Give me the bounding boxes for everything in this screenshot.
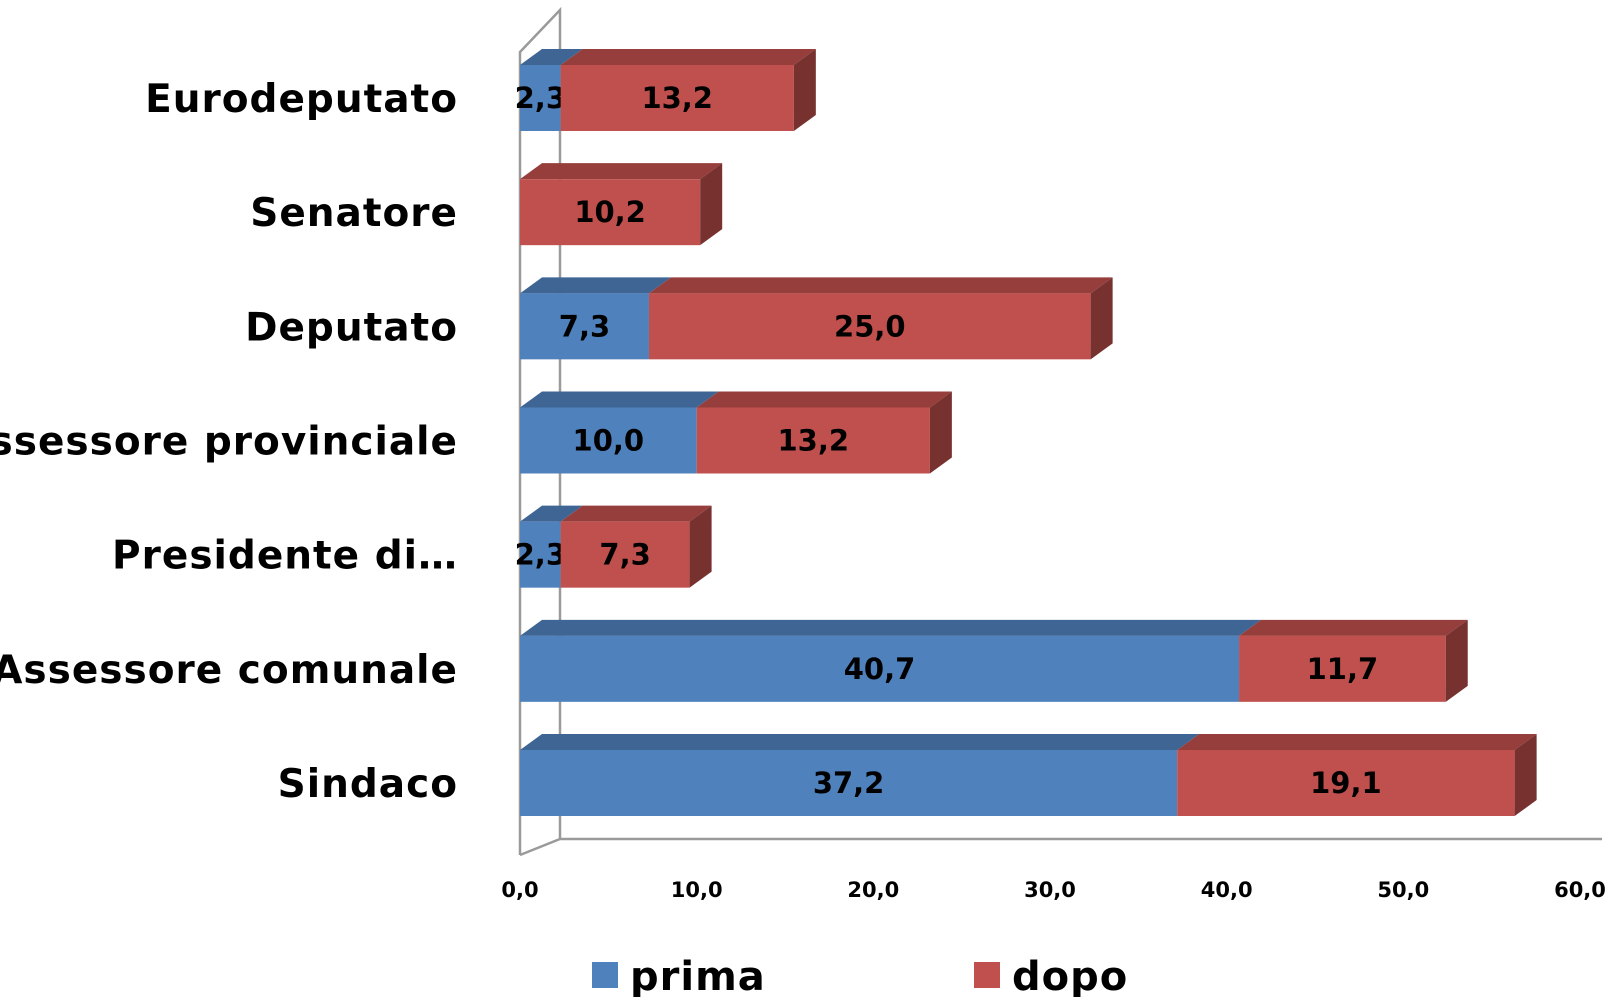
bar-top-face (696, 391, 952, 408)
data-label: 13,2 (641, 81, 713, 115)
bar-side-face (1090, 277, 1113, 360)
bar-front-face (520, 750, 1178, 816)
bar-front-face (520, 407, 697, 474)
bar-front-face (560, 521, 690, 588)
data-label: 10,2 (574, 195, 646, 229)
data-label: 7,3 (599, 538, 650, 572)
bar-side-face (1445, 619, 1468, 702)
bar-top-face (560, 505, 712, 522)
bar-top-face (560, 49, 816, 65)
data-label: 7,3 (559, 309, 610, 343)
bar-segment-dopo: 13,2 (696, 391, 952, 474)
bar-front-face (696, 407, 930, 474)
category-label: Deputato (245, 305, 458, 350)
category-label: Sindaco (278, 762, 458, 807)
bar-segment-dopo: 7,3 (560, 505, 712, 588)
bar-front-face (520, 65, 561, 131)
legend-label: dopo (1012, 954, 1128, 997)
legend-item-prima: prima (592, 954, 766, 997)
data-label: 2,3 (515, 538, 566, 572)
data-label: 13,2 (777, 424, 849, 458)
data-label: 2,3 (515, 81, 566, 115)
bar-top-face (520, 505, 583, 522)
bar-top-face (1239, 619, 1468, 636)
legend-item-dopo: dopo (974, 954, 1128, 997)
bar-segment-prima: 37,2 (520, 734, 1200, 816)
x-tick-label: 0,0 (501, 878, 538, 902)
bar-segment-prima: 7,3 (520, 277, 671, 360)
x-tick-label: 10,0 (671, 878, 723, 902)
bar-segment-dopo: 13,2 (560, 49, 816, 131)
category-label: Assessore provinciale (0, 420, 458, 465)
bar-segment-dopo: 25,0 (648, 277, 1113, 360)
bar-top-face (520, 391, 719, 408)
bar-top-face (520, 163, 723, 180)
bar-top-face (520, 49, 583, 65)
bar-segment-prima: 2,3 (515, 505, 583, 588)
x-axis-ticks: 0,0 10,0 20,0 30,0 40,0 50,0 60,0 (501, 878, 1606, 902)
bar-side-face (1514, 734, 1537, 816)
data-label: 40,7 (844, 652, 916, 686)
bar-segment-prima: 10,0 (520, 391, 719, 474)
floor-outline (519, 837, 1602, 857)
bar-top-face (520, 734, 1200, 750)
bar-side-face (700, 163, 723, 246)
category-label: Assessore comunale (0, 648, 458, 693)
x-tick-label: 60,0 (1554, 878, 1606, 902)
legend-label: prima (630, 954, 766, 997)
legend-swatch (592, 962, 618, 988)
bar-segment-prima: 40,7 (520, 619, 1262, 702)
bar-segment-dopo: 11,7 (1239, 619, 1468, 702)
bar-segment-prima: 2,3 (515, 49, 583, 131)
category-label: Eurodeputato (145, 77, 458, 122)
category-label: Senatore (250, 191, 458, 236)
category-labels: Eurodeputato Senatore Deputato Assessore pr… (0, 77, 458, 807)
legend: prima dopo (592, 954, 1128, 997)
bar-front-face (520, 521, 561, 588)
bar-side-face (793, 49, 816, 131)
data-label: 11,7 (1307, 652, 1379, 686)
x-tick-label: 40,0 (1201, 878, 1253, 902)
x-tick-label: 30,0 (1024, 878, 1076, 902)
bar-front-face (520, 635, 1240, 702)
bar-top-face (520, 277, 671, 294)
bar-top-face (1177, 734, 1537, 750)
bar-front-face (1177, 750, 1515, 816)
category-label: Presidente di… (112, 534, 458, 579)
data-label: 19,1 (1310, 766, 1382, 800)
bar-top-face (648, 277, 1113, 294)
bar-front-face (1239, 635, 1446, 702)
data-label: 25,0 (834, 309, 906, 343)
bar-front-face (648, 293, 1091, 360)
legend-swatch (974, 962, 1000, 988)
bar-side-face (689, 505, 712, 588)
bar-segment-dopo: 19,1 (1177, 734, 1537, 816)
bar-front-face (520, 293, 649, 360)
x-tick-label: 50,0 (1377, 878, 1429, 902)
data-label: 10,0 (573, 424, 645, 458)
bar-top-face (520, 619, 1262, 636)
bar-front-face (520, 179, 701, 246)
bars: 2,3 13,2 10,2 7,3 25,0 10,0 13,2 2,3 7,3 40,7 11,7… (515, 49, 1537, 816)
bar-segment-dopo: 10,2 (520, 163, 723, 246)
data-label: 37,2 (813, 766, 885, 800)
x-tick-label: 20,0 (847, 878, 899, 902)
bar-front-face (560, 65, 794, 131)
bar-side-face (929, 391, 952, 474)
